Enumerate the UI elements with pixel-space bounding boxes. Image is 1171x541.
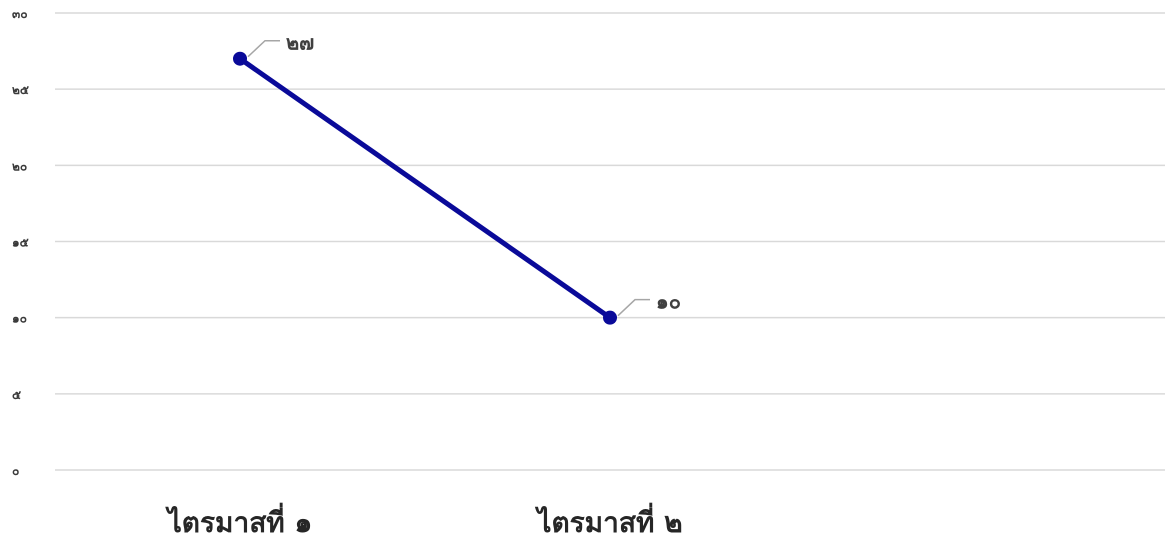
y-tick-label: ๓๐: [12, 7, 28, 21]
y-tick-label: ๕: [12, 388, 21, 402]
data-label-leader: [247, 39, 280, 58]
data-label: ๒๗: [286, 31, 314, 55]
series-group: [233, 51, 617, 325]
data-point: [603, 310, 617, 325]
y-tick-label: ๑๐: [12, 312, 27, 326]
y-tick-label: ๒๕: [12, 83, 29, 97]
series-line: [237, 56, 613, 321]
y-tick-label: ๒๐: [12, 159, 27, 173]
y-axis-tick-labels: ๐ ๕ ๑๐ ๑๕ ๒๐ ๒๕ ๓๐: [12, 7, 29, 478]
data-label-leader: [617, 298, 650, 317]
x-axis-tick-labels: ไตรมาสที่ ๑ ไตรมาสที่ ๒: [165, 502, 683, 539]
y-tick-label: ๑๕: [12, 236, 29, 250]
data-label: ๑๐: [656, 290, 681, 314]
data-point: [233, 51, 247, 66]
x-tick-label: ไตรมาสที่ ๑: [165, 502, 313, 539]
gridlines: [55, 12, 1165, 471]
x-tick-label: ไตรมาสที่ ๒: [534, 502, 682, 539]
y-tick-label: ๐: [12, 464, 19, 478]
